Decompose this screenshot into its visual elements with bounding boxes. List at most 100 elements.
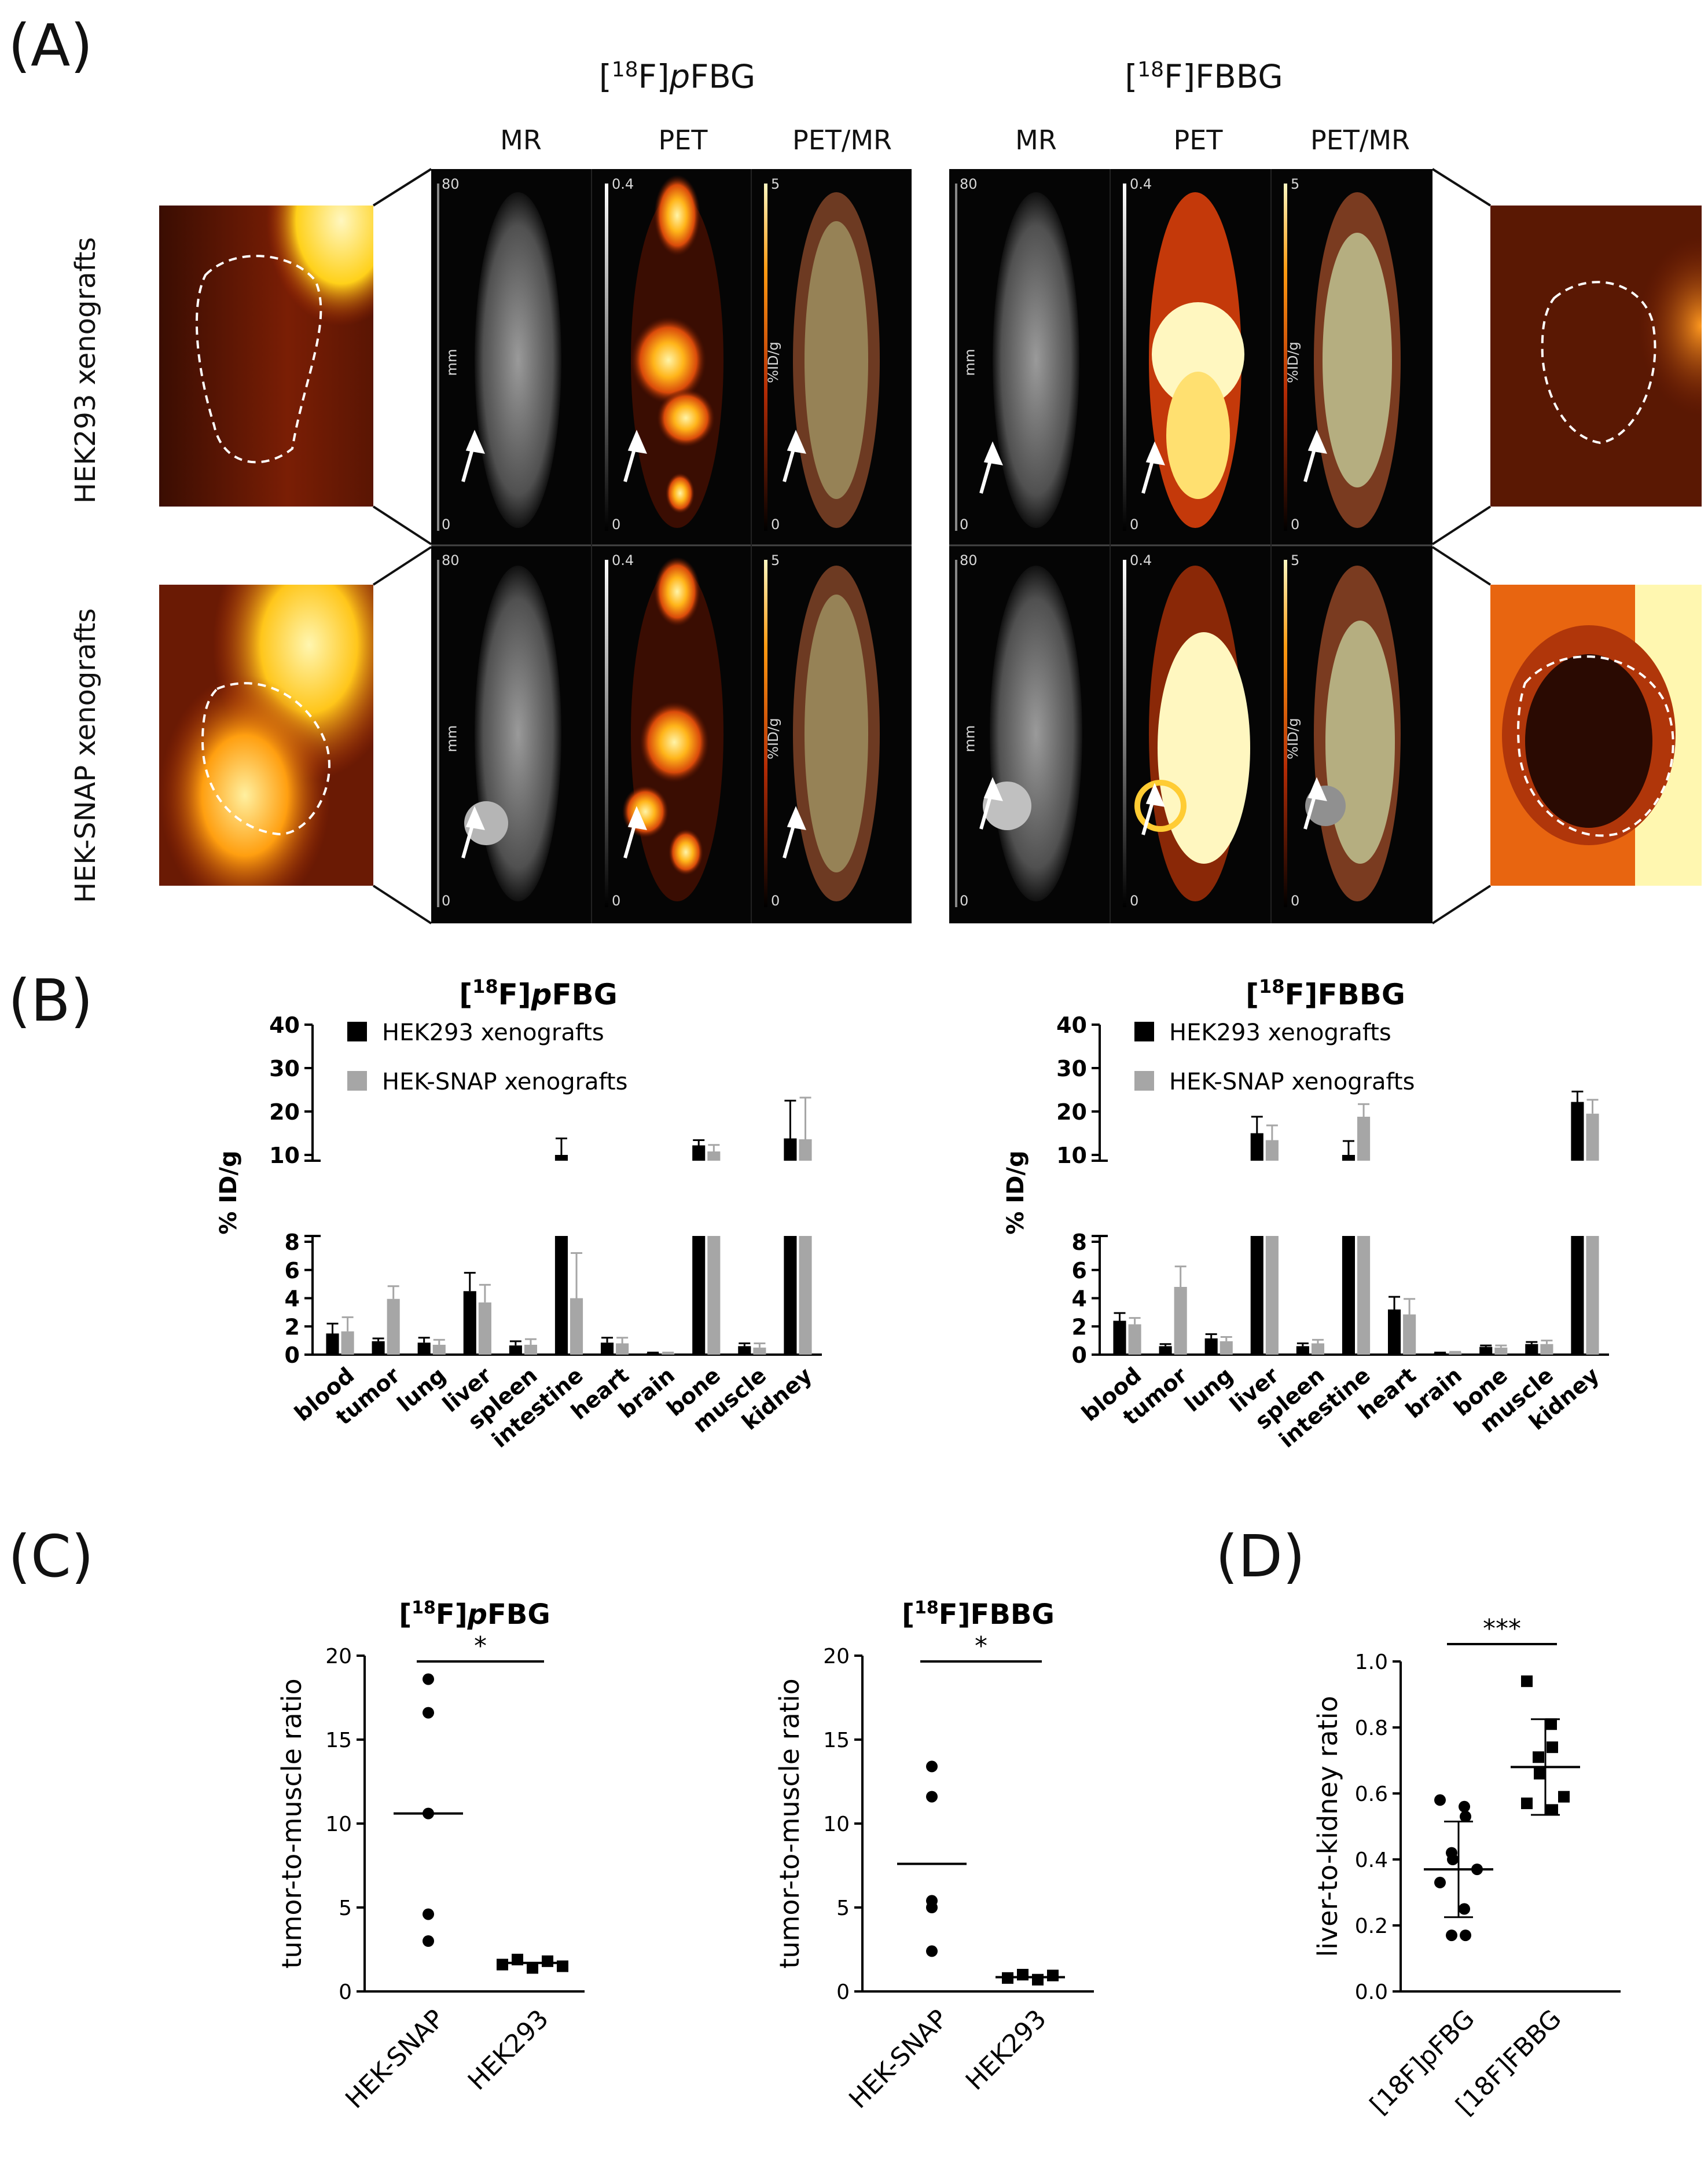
- y-tick-label: 10: [269, 1143, 300, 1168]
- image-block-pfbg: 80 0 mm 0.4 0 5 0 %ID/g 80 0 mm 0.4 0 5 …: [431, 169, 912, 923]
- zoom-inset-pfbg-hek293: [159, 206, 373, 507]
- significance-label: ***: [1483, 1614, 1521, 1644]
- bar: [1220, 1341, 1233, 1355]
- bar: [1357, 1236, 1371, 1355]
- data-point: [423, 1908, 434, 1920]
- scale-mr-min-top: 0: [442, 516, 451, 533]
- data-point: [1434, 1794, 1446, 1806]
- bar: [799, 1236, 812, 1355]
- data-point: [1533, 1751, 1544, 1763]
- data-point: [1447, 1854, 1459, 1865]
- y-tick-label: 20: [1056, 1099, 1087, 1125]
- bar: [1311, 1343, 1325, 1355]
- scale-petmr-unit-top-r: %ID/g: [1284, 342, 1301, 383]
- bar: [1250, 1133, 1263, 1161]
- bar: [554, 1236, 568, 1355]
- y-axis-label: liver-to-kidney ratio: [1312, 1696, 1343, 1957]
- data-point: [1434, 1876, 1446, 1888]
- chart-title: [18F]pFBG: [399, 1598, 550, 1631]
- bar: [1357, 1117, 1371, 1161]
- x-tick-label: lung: [1180, 1362, 1238, 1417]
- scale-pet-min-bottom-r: 0: [1130, 893, 1139, 909]
- x-tick-label: HEK293: [462, 2004, 554, 2096]
- zoom-inset-fbbg-hek293: [1490, 206, 1702, 507]
- scatter-chart-fbbg: [18F]FBBG 0 5 10 15 20 tumor-to-muscle ratio HE…: [774, 1598, 1094, 2114]
- bar: [1342, 1155, 1355, 1161]
- bar: [1571, 1236, 1584, 1355]
- y-tick-label: 10: [823, 1813, 850, 1836]
- y-tick-label: 0: [339, 1980, 352, 2004]
- y-tick-label: 0.2: [1355, 1914, 1388, 1938]
- bar: [1387, 1309, 1401, 1355]
- legend-swatch: [347, 1071, 367, 1091]
- bar: [1265, 1236, 1279, 1355]
- y-tick-label: 8: [1072, 1230, 1087, 1255]
- bar: [1128, 1324, 1141, 1355]
- data-point: [1547, 1804, 1558, 1816]
- data-point: [926, 1902, 938, 1913]
- bar: [570, 1298, 583, 1355]
- bar: [524, 1344, 538, 1355]
- bar: [1204, 1338, 1218, 1355]
- bar: [372, 1341, 385, 1355]
- bar: [1434, 1353, 1447, 1355]
- panel-c-letter: (C): [8, 1523, 94, 1590]
- x-tick-label: HEK293: [960, 2004, 1052, 2096]
- bar: [554, 1155, 568, 1161]
- bar: [326, 1333, 339, 1355]
- legend-label: HEK293 xenografts: [1169, 1019, 1391, 1046]
- y-tick-label: 15: [325, 1729, 352, 1752]
- bar: [1113, 1320, 1126, 1355]
- data-point: [1521, 1675, 1533, 1688]
- bar: [1403, 1314, 1416, 1355]
- zoom-inset-pfbg-heksnap: [159, 585, 373, 886]
- data-point: [1558, 1791, 1570, 1803]
- y-tick-label: 8: [285, 1230, 300, 1255]
- scale-mr-max-bottom-r: 80: [960, 552, 978, 568]
- panel-d-letter: (D): [1215, 1523, 1306, 1590]
- data-point: [423, 1935, 434, 1947]
- y-tick-label: 6: [1072, 1258, 1087, 1283]
- y-axis-label: % ID/g: [215, 1150, 242, 1234]
- y-tick-label: 1.0: [1355, 1650, 1388, 1674]
- y-tick-label: 40: [269, 1013, 300, 1038]
- data-point: [1459, 1903, 1470, 1915]
- legend-label: HEK-SNAP xenografts: [1169, 1069, 1415, 1095]
- bar: [707, 1151, 721, 1161]
- bar: [387, 1298, 400, 1355]
- legend-swatch: [347, 1022, 367, 1041]
- y-tick-label: 20: [325, 1645, 352, 1668]
- bar: [1159, 1346, 1172, 1355]
- data-point: [926, 1791, 938, 1803]
- col-label-petmr-left: PET/MR: [792, 124, 892, 156]
- bar: [1586, 1236, 1599, 1355]
- bar: [692, 1236, 706, 1355]
- bar: [509, 1345, 522, 1355]
- bar: [1174, 1287, 1187, 1355]
- scale-mr-min-top-r: 0: [960, 516, 969, 533]
- bar: [1296, 1346, 1309, 1355]
- data-point: [1545, 1718, 1557, 1730]
- y-tick-label: 0.6: [1355, 1782, 1388, 1806]
- significance-label: *: [975, 1631, 987, 1661]
- bar: [738, 1346, 751, 1355]
- bar: [1525, 1344, 1538, 1355]
- bar: [692, 1145, 706, 1161]
- y-axis-label: tumor-to-muscle ratio: [276, 1678, 307, 1968]
- bar: [784, 1138, 797, 1161]
- bar: [463, 1291, 476, 1355]
- scale-petmr-max-bottom: 5: [771, 552, 780, 568]
- y-tick-label: 0.4: [1355, 1848, 1388, 1872]
- scale-mr-max-top: 80: [442, 176, 460, 192]
- scale-petmr-max-top: 5: [771, 176, 780, 192]
- scale-mr-unit-top-r: mm: [961, 349, 978, 376]
- y-tick-label: 10: [325, 1813, 352, 1836]
- scale-pet-min-top: 0: [612, 516, 621, 533]
- y-tick-label: 5: [836, 1896, 850, 1920]
- bar: [1479, 1347, 1493, 1355]
- data-point: [926, 1760, 938, 1773]
- scale-petmr-max-bottom-r: 5: [1291, 552, 1300, 568]
- y-tick-label: 5: [339, 1896, 352, 1920]
- image-block-fbbg: 80 0 mm 0.4 0 5 0 %ID/g 80 0 mm 0.4 0 5 …: [949, 169, 1432, 923]
- data-point: [1459, 1800, 1470, 1813]
